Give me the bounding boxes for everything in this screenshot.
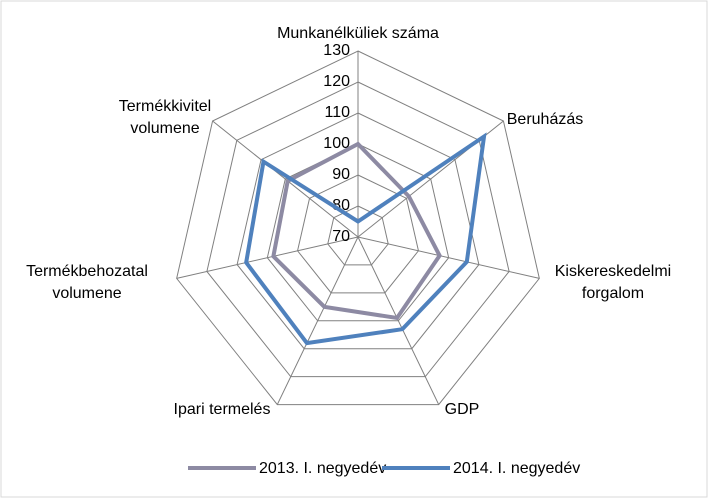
y-tick-label: 100: [323, 135, 350, 152]
y-tick-label: 70: [332, 228, 350, 245]
legend-label: 2014. I. negyedév: [453, 460, 580, 477]
spoke: [357, 236, 440, 405]
series-line: [244, 132, 487, 346]
spoke: [176, 236, 359, 279]
y-tick-label: 120: [323, 73, 350, 90]
spoke: [212, 120, 359, 238]
grid-ring: [327, 205, 389, 266]
y-tick-label: 90: [332, 166, 350, 183]
category-label: Beruházás: [506, 111, 584, 128]
category-label: Munkanélküliek száma: [277, 25, 439, 42]
spoke: [357, 236, 540, 279]
category-label: Termékbehozatal volumene: [26, 263, 148, 302]
spoke: [276, 236, 359, 405]
legend-label: 2013. I. negyedév: [259, 460, 386, 477]
grid-ring: [176, 50, 540, 406]
category-label: Termékkivitel volumene: [118, 98, 212, 137]
grid-ring: [206, 81, 510, 378]
y-tick-label: 130: [323, 42, 350, 59]
category-label: Ipari termelés: [173, 401, 271, 418]
grid-ring: [266, 143, 450, 322]
category-label: Kiskereskedelmi forgalom: [554, 263, 672, 302]
grid-ring: [236, 112, 480, 350]
series-line: [271, 141, 442, 321]
category-label: GDP: [444, 401, 480, 418]
grid-ring: [297, 174, 419, 294]
y-tick-label: 110: [324, 104, 350, 121]
